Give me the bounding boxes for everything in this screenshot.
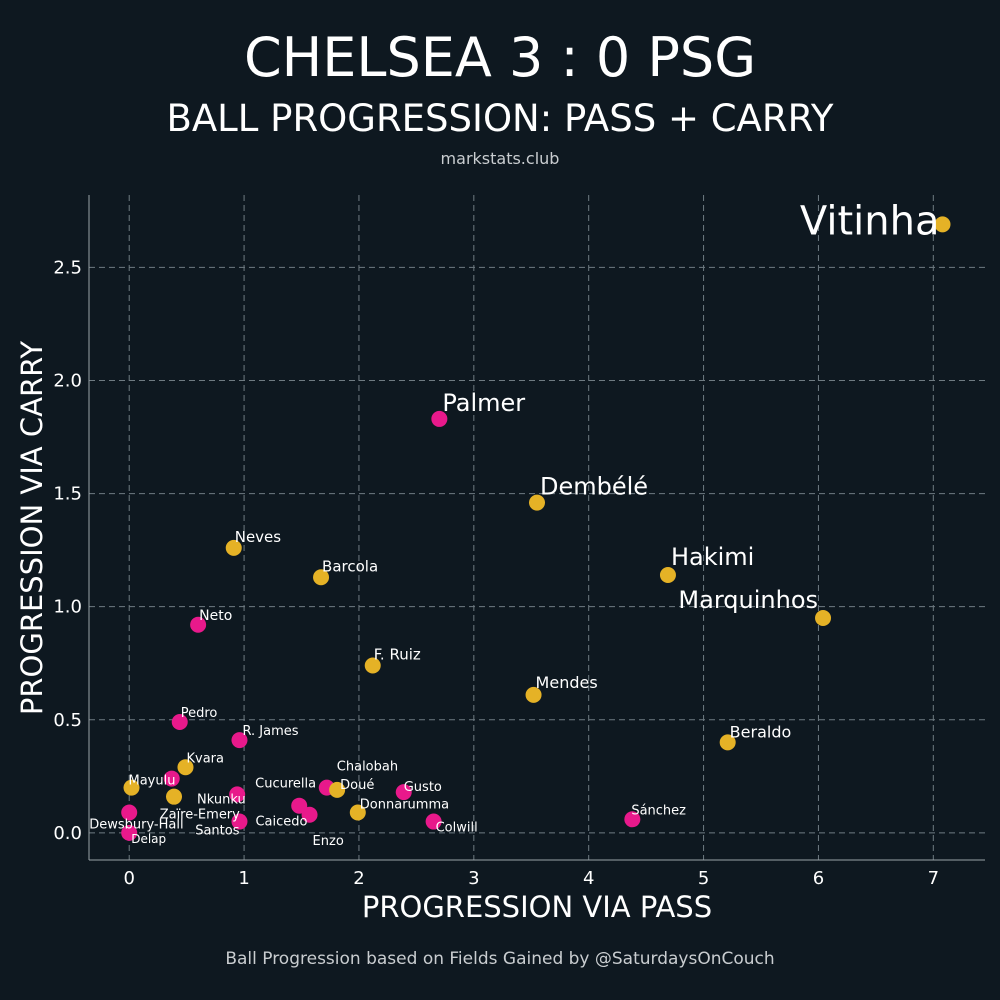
data-point-psg xyxy=(225,539,242,556)
data-point-psg xyxy=(934,216,951,233)
x-tick-label: 6 xyxy=(813,868,824,889)
data-point-psg xyxy=(659,567,676,583)
data-point-psg xyxy=(123,779,140,796)
point-label: Delap xyxy=(131,832,166,846)
point-label: Kvara xyxy=(186,751,224,766)
point-label: Dewsbury-Hall xyxy=(89,818,183,833)
point-label: Zaïre-Emery xyxy=(160,808,240,823)
data-point-chelsea xyxy=(190,616,207,633)
x-tick-label: 5 xyxy=(698,868,709,889)
data-point-psg xyxy=(177,759,194,776)
y-tick-label: 0.5 xyxy=(53,710,82,731)
y-tick-label: 0.0 xyxy=(53,823,82,844)
chart-source: markstats.club xyxy=(441,149,560,168)
point-label: Doué xyxy=(340,778,374,793)
data-point-chelsea xyxy=(431,410,448,427)
x-tick-label: 0 xyxy=(123,868,134,889)
y-tick-labels: 0.0 0.5 1.0 1.5 2.0 2.5 xyxy=(53,257,82,843)
point-label: Cucurella xyxy=(255,776,316,791)
point-label: Pedro xyxy=(181,706,218,721)
data-point-chelsea xyxy=(231,813,248,830)
data-point-psg xyxy=(313,569,330,586)
y-axis-label: PROGRESSION VIA CARRY xyxy=(15,341,49,715)
chart-subtitle: BALL PROGRESSION: PASS + CARRY xyxy=(166,97,833,140)
point-label: Sánchez xyxy=(631,803,686,818)
x-tick-label: 4 xyxy=(583,868,594,889)
point-label: Beraldo xyxy=(730,722,792,741)
data-point-chelsea xyxy=(395,784,412,801)
point-label: Enzo xyxy=(313,834,344,849)
x-tick-label: 2 xyxy=(353,868,364,889)
point-label: F. Ruiz xyxy=(374,645,421,663)
data-point-chelsea xyxy=(121,804,138,821)
data-point-chelsea xyxy=(425,813,442,830)
point-labels: Vitinha Palmer Dembélé Hakimi Marquinhos Neve… xyxy=(89,198,939,848)
x-tick-label: 3 xyxy=(468,868,479,889)
point-label: Vitinha xyxy=(800,198,940,244)
data-point-chelsea xyxy=(163,770,180,787)
data-point-psg xyxy=(364,657,381,674)
data-point-psg xyxy=(166,788,183,805)
x-tick-label: 1 xyxy=(238,868,249,889)
data-point-chelsea xyxy=(291,797,308,814)
data-point-psg xyxy=(525,686,542,703)
point-label: Barcola xyxy=(322,557,378,575)
y-tick-label: 1.5 xyxy=(53,484,82,505)
point-label: Hakimi xyxy=(671,543,754,571)
y-tick-label: 1.0 xyxy=(53,597,82,618)
data-point-psg xyxy=(529,494,545,511)
point-label: R. James xyxy=(242,724,298,739)
point-label: Donnarumma xyxy=(360,798,449,813)
x-axis-label: PROGRESSION VIA PASS xyxy=(362,890,712,924)
point-label: Nkunku xyxy=(197,793,246,808)
data-point-chelsea xyxy=(624,811,641,828)
point-label: Colwill xyxy=(436,821,478,836)
y-tick-label: 2.0 xyxy=(53,370,82,391)
point-label: Chalobah xyxy=(337,760,398,775)
data-point-chelsea xyxy=(229,786,246,803)
data-point-chelsea xyxy=(171,714,188,731)
point-label: Mendes xyxy=(536,673,598,692)
data-point-chelsea xyxy=(231,732,248,749)
point-label: Neto xyxy=(199,608,232,624)
data-point-psg xyxy=(719,734,736,751)
x-tick-labels: 0 1 2 3 4 5 6 7 xyxy=(123,868,939,889)
chart-caption: Ball Progression based on Fields Gained … xyxy=(225,949,774,969)
data-point-psg xyxy=(349,804,366,821)
point-label: Marquinhos xyxy=(678,586,818,614)
y-tick-label: 2.5 xyxy=(53,257,82,278)
grid xyxy=(89,195,985,860)
data-points xyxy=(121,216,951,841)
point-label: Dembélé xyxy=(540,473,648,501)
point-label: Caicedo xyxy=(255,815,307,830)
data-point-chelsea xyxy=(121,824,138,841)
point-label: Neves xyxy=(235,528,282,546)
point-label: Santos xyxy=(195,824,240,839)
data-point-chelsea xyxy=(301,806,318,823)
point-label: Palmer xyxy=(442,389,525,417)
point-label: Mayulu xyxy=(129,774,176,789)
chart-title: CHELSEA 3 : 0 PSG xyxy=(244,26,756,89)
data-point-psg xyxy=(815,609,832,626)
point-label: Gusto xyxy=(404,780,442,795)
x-tick-label: 7 xyxy=(928,868,939,889)
data-point-psg xyxy=(329,781,346,798)
